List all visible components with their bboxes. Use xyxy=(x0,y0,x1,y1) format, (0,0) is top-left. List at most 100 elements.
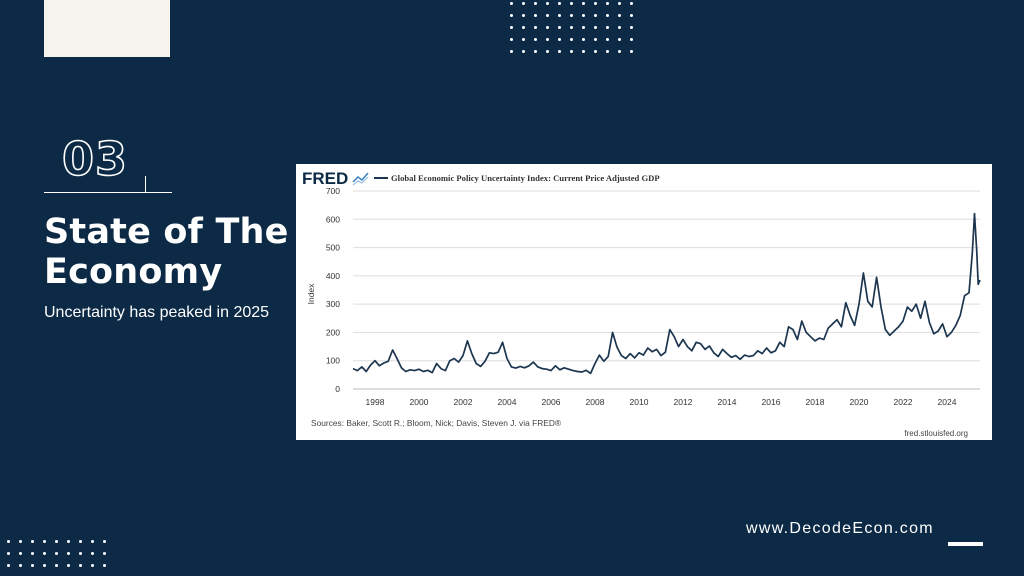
decorative-dot xyxy=(79,564,82,567)
decorative-dot xyxy=(510,2,513,5)
decorative-dot-grid-bottom xyxy=(7,538,112,576)
divider-tick xyxy=(145,176,146,192)
decorative-dot xyxy=(522,14,525,17)
decorative-dot xyxy=(67,564,70,567)
y-tick-label: 400 xyxy=(326,271,340,281)
decorative-dot xyxy=(630,2,633,5)
decorative-dot xyxy=(534,38,537,41)
decorative-dot xyxy=(522,38,525,41)
fred-chart-icon xyxy=(352,172,369,186)
decorative-dot xyxy=(67,540,70,543)
x-tick-label: 2022 xyxy=(894,397,913,407)
decorative-dot xyxy=(546,26,549,29)
decorative-dot xyxy=(55,552,58,555)
decorative-dot xyxy=(510,50,513,53)
decorative-dot xyxy=(594,2,597,5)
x-tick-label: 2002 xyxy=(454,397,473,407)
x-tick-label: 2006 xyxy=(542,397,561,407)
chart-title: Global Economic Policy Uncertainty Index… xyxy=(391,173,660,183)
decorative-dot xyxy=(558,26,561,29)
x-tick-labels: 1998 2000 2002 2004 2006 2008 2010 2012 2014 2016… xyxy=(366,397,957,407)
decorative-dot xyxy=(43,564,46,567)
decorative-dot xyxy=(606,26,609,29)
website-underline xyxy=(948,542,983,546)
decorative-dot xyxy=(618,2,621,5)
website-url[interactable]: www.DecodeEcon.com xyxy=(746,520,934,537)
decorative-dot xyxy=(594,26,597,29)
decorative-dot xyxy=(630,38,633,41)
chart-gridlines xyxy=(353,190,980,390)
decorative-dot xyxy=(558,2,561,5)
decorative-dot xyxy=(570,50,573,53)
decorative-dot xyxy=(594,14,597,17)
decorative-dot xyxy=(67,552,70,555)
y-tick-label: 100 xyxy=(326,356,340,366)
decorative-dot xyxy=(546,38,549,41)
decorative-dot xyxy=(522,50,525,53)
slide-subtitle: Uncertainty has peaked in 2025 xyxy=(44,304,270,321)
decorative-dot xyxy=(522,26,525,29)
decorative-dot xyxy=(558,14,561,17)
x-tick-label: 1998 xyxy=(366,397,385,407)
decorative-dot xyxy=(103,540,106,543)
x-tick-label: 2008 xyxy=(586,397,605,407)
decorative-dot xyxy=(570,14,573,17)
y-tick-label: 300 xyxy=(326,299,340,309)
x-tick-label: 2010 xyxy=(630,397,649,407)
chart-source: Sources: Baker, Scott R.; Bloom, Nick; D… xyxy=(311,418,562,428)
decorative-dot xyxy=(582,26,585,29)
fred-chart-card: FRED Global Economic Policy Uncertainty … xyxy=(296,164,992,440)
decorative-dot xyxy=(55,540,58,543)
chart-site-url: fred.stlouisfed.org xyxy=(904,429,968,438)
decorative-dot xyxy=(570,26,573,29)
decorative-dot xyxy=(19,564,22,567)
decorative-dot xyxy=(31,552,34,555)
y-axis-label: Index xyxy=(306,283,316,305)
decorative-dot xyxy=(7,552,10,555)
fred-logo: FRED xyxy=(302,169,348,188)
y-tick-label: 700 xyxy=(326,186,340,196)
decorative-dot xyxy=(103,564,106,567)
decorative-dot xyxy=(606,2,609,5)
series-line xyxy=(352,212,981,375)
x-tick-label: 2020 xyxy=(850,397,869,407)
y-tick-labels: 0 100 200 300 400 500 600 700 xyxy=(326,186,340,394)
decorative-dot xyxy=(582,38,585,41)
decorative-dot xyxy=(582,14,585,17)
decorative-dot xyxy=(630,50,633,53)
decorative-dot xyxy=(55,564,58,567)
decorative-dot xyxy=(618,50,621,53)
decorative-dot xyxy=(79,540,82,543)
decorative-dot xyxy=(630,26,633,29)
x-tick-label: 2016 xyxy=(762,397,781,407)
decorative-dot xyxy=(19,540,22,543)
decorative-dot xyxy=(510,14,513,17)
decorative-dot xyxy=(103,552,106,555)
decorative-corner-block xyxy=(44,0,170,57)
decorative-dot xyxy=(7,564,10,567)
x-tick-label: 2012 xyxy=(674,397,693,407)
slide-title: State of The Economy xyxy=(44,212,289,292)
decorative-dot xyxy=(31,540,34,543)
decorative-dot xyxy=(630,14,633,17)
decorative-dot xyxy=(79,552,82,555)
decorative-dot xyxy=(43,552,46,555)
decorative-dot xyxy=(606,14,609,17)
decorative-dot xyxy=(510,38,513,41)
divider-line xyxy=(44,192,172,193)
decorative-dot xyxy=(91,540,94,543)
decorative-dot xyxy=(606,50,609,53)
decorative-dot xyxy=(546,50,549,53)
decorative-dot xyxy=(7,540,10,543)
y-tick-label: 200 xyxy=(326,327,340,337)
fred-chart: FRED Global Economic Policy Uncertainty … xyxy=(302,169,981,438)
decorative-dot xyxy=(618,38,621,41)
decorative-dot xyxy=(43,540,46,543)
x-tick-label: 2000 xyxy=(410,397,429,407)
decorative-dot xyxy=(618,14,621,17)
decorative-dot xyxy=(31,564,34,567)
decorative-dot-grid-top xyxy=(510,0,640,60)
decorative-dot xyxy=(510,26,513,29)
decorative-dot xyxy=(534,50,537,53)
y-tick-label: 600 xyxy=(326,214,340,224)
